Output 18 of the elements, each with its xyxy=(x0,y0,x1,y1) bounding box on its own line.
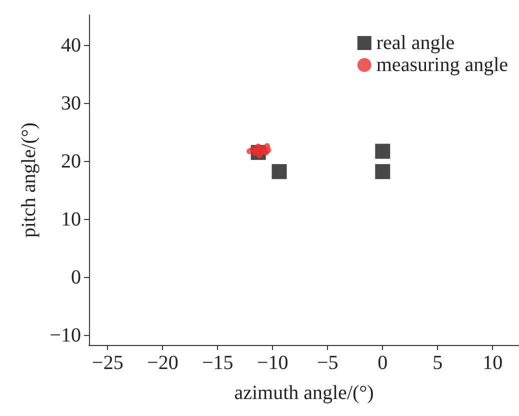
x-axis-title: azimuth angle/(°) xyxy=(234,382,374,404)
y-axis-title: pitch angle/(°) xyxy=(18,122,40,238)
x-tick-label: 0 xyxy=(378,352,388,374)
legend-label: measuring angle xyxy=(376,54,508,76)
y-tick-label: 0 xyxy=(71,266,81,289)
x-tick-label: −25 xyxy=(92,352,124,374)
x-tick-label: −10 xyxy=(257,352,288,374)
y-tick-label: 10 xyxy=(61,208,81,231)
y-tick-label: 20 xyxy=(61,150,81,173)
y-tick-label: 40 xyxy=(61,34,81,57)
x-tick-label: −20 xyxy=(147,352,178,374)
legend-label: real angle xyxy=(376,32,455,54)
y-tick-label: −10 xyxy=(50,324,81,347)
x-tick-label: 10 xyxy=(482,352,503,374)
y-tick-label: 30 xyxy=(61,92,81,115)
x-tick-label: 5 xyxy=(432,352,443,374)
x-tick-label: −15 xyxy=(202,352,234,374)
x-tick-label: −5 xyxy=(317,352,338,374)
